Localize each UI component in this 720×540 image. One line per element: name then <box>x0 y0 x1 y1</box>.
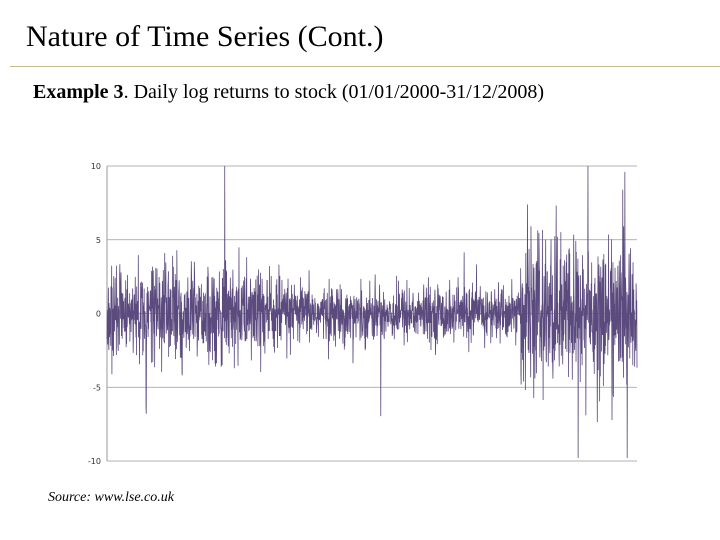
y-tick-label: 10 <box>91 162 101 171</box>
source-note: Source: www.lse.co.uk <box>48 490 174 505</box>
returns-series-line <box>106 165 638 459</box>
y-tick-label: -5 <box>93 383 101 392</box>
subtitle-description: . Daily log returns to stock (01/01/2000… <box>123 81 545 103</box>
y-tick-label: -10 <box>88 457 101 466</box>
subtitle-example-label: Example 3 <box>33 81 124 103</box>
y-tick-label: 5 <box>96 236 101 245</box>
y-tick-label: 0 <box>96 310 101 319</box>
slide-subtitle: Example 3. Daily log returns to stock (0… <box>33 81 544 104</box>
slide-title: Nature of Time Series (Cont.) <box>26 20 384 53</box>
title-divider <box>10 66 720 67</box>
y-tick-labels: 10 5 0 -5 -10 <box>88 162 101 466</box>
